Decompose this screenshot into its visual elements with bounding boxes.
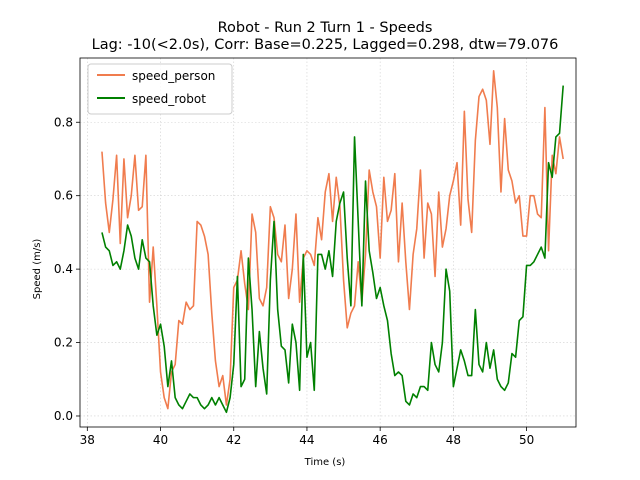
chart-title-line1: Robot - Run 2 Turn 1 - Speeds — [218, 20, 433, 36]
plot-frame — [79, 57, 577, 428]
x-tick-label: 48 — [446, 433, 461, 447]
legend: speed_person speed_robot — [87, 63, 233, 115]
y-tick-label: 0.2 — [54, 336, 73, 350]
legend-label-speed-person: speed_person — [132, 69, 215, 83]
series-line-speed-person — [101, 70, 564, 410]
x-tick-label: 50 — [519, 433, 534, 447]
y-tick-label: 0.0 — [54, 409, 73, 423]
x-axis-label: Time (s) — [304, 457, 346, 468]
x-tick-label: 46 — [373, 433, 388, 447]
y-axis-label: Speed (m/s) — [32, 239, 43, 300]
grid-lines — [80, 58, 576, 427]
legend-label-speed-robot: speed_robot — [132, 92, 206, 106]
y-tick-label: 0.6 — [54, 189, 73, 203]
x-tick-label: 44 — [299, 433, 314, 447]
y-tick-label: 0.8 — [54, 115, 73, 129]
series-layer — [101, 70, 564, 414]
legend-box — [87, 63, 233, 115]
series-line-speed-robot — [101, 85, 564, 414]
chart-title-line2: Lag: -10(<2.0s), Corr: Base=0.225, Lagge… — [92, 37, 559, 53]
x-axis-ticks: 38 40 42 44 46 48 50 — [80, 427, 534, 447]
y-axis-ticks: 0.0 0.2 0.4 0.6 0.8 — [54, 115, 80, 423]
x-tick-label: 42 — [226, 433, 241, 447]
x-tick-label: 40 — [153, 433, 168, 447]
x-tick-label: 38 — [80, 433, 95, 447]
y-tick-label: 0.4 — [54, 262, 73, 276]
